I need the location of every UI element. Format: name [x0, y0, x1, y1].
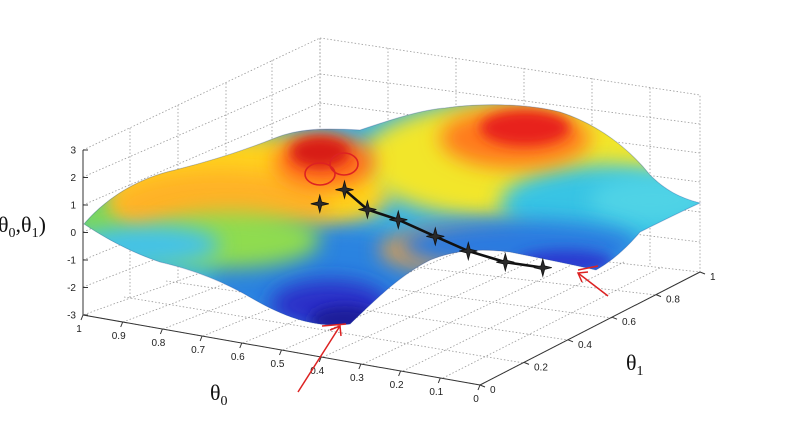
x-tick-label: 0.8 — [151, 338, 165, 349]
y-tick-label: 0 — [490, 385, 496, 396]
x-tick-mark — [398, 370, 402, 377]
z-tick-label: -2 — [67, 283, 76, 294]
y-tick-label: 1 — [710, 272, 716, 283]
x-tick-label: 0.5 — [271, 359, 285, 370]
y-tick-label: 0.4 — [578, 340, 592, 351]
z-tick-label: -1 — [67, 256, 76, 267]
descent-step-marker — [496, 252, 515, 273]
gradient-descent-path — [310, 179, 552, 278]
arrow-local-minimum-right — [576, 265, 609, 297]
y-axis-ticks: 0 0.2 0.4 0.6 0.8 1 — [479, 271, 716, 396]
y-tick-mark — [611, 316, 618, 320]
cost-surface — [83, 104, 702, 326]
y-tick-mark — [567, 339, 574, 343]
z-tick-label: 0 — [70, 228, 76, 239]
x-tick-mark — [358, 363, 362, 370]
x-tick-mark — [120, 321, 124, 328]
x-tick-label: 1 — [76, 324, 82, 335]
arrow-local-minimum-front — [297, 323, 347, 393]
x-tick-mark — [80, 314, 84, 321]
y-tick-mark — [479, 384, 486, 388]
x-tick-mark — [437, 377, 441, 384]
x-tick-label: 0.9 — [112, 331, 126, 342]
start-circle-left — [304, 162, 336, 186]
y-tick-mark — [699, 271, 706, 275]
x-axis-ticks: 0 0.1 0.2 0.3 0.4 0.5 0.6 0.7 0.8 0.9 1 — [76, 314, 481, 405]
y-tick-mark — [523, 361, 530, 365]
x-tick-mark — [318, 356, 322, 363]
x-tick-label: 0.4 — [310, 366, 324, 377]
x-tick-label: 0.7 — [191, 345, 205, 356]
descent-step-marker — [389, 209, 408, 230]
x-tick-mark — [239, 342, 243, 349]
annotation-circles — [304, 152, 359, 186]
x-tick-mark — [159, 328, 163, 335]
alternate-start-marker — [310, 193, 329, 214]
descent-step-marker — [335, 179, 354, 200]
x-axis-label: θ0 — [210, 380, 228, 409]
z-axis-ticks: -3 -2 -1 0 1 2 3 — [67, 146, 88, 322]
x-tick-label: 0.1 — [429, 387, 443, 398]
z-tick-label: 2 — [70, 173, 76, 184]
z-axis-label: θ0,θ1) — [0, 212, 46, 241]
y-tick-label: 0.6 — [622, 317, 636, 328]
x-tick-label: 0.3 — [350, 373, 364, 384]
x-tick-mark — [199, 335, 203, 342]
x-tick-label: 0.2 — [390, 380, 404, 391]
z-tick-label: -3 — [67, 311, 76, 322]
descent-step-marker — [426, 226, 445, 247]
descent-step-marker — [358, 199, 377, 220]
x-tick-mark — [279, 349, 282, 356]
descent-step-marker — [459, 240, 478, 262]
annotation-arrows — [297, 265, 609, 393]
z-tick-label: 3 — [70, 146, 76, 157]
start-circle-right — [329, 152, 359, 176]
y-tick-label: 0.2 — [534, 362, 548, 373]
y-tick-label: 0.8 — [666, 295, 680, 306]
y-axis-label: θ1 — [626, 350, 644, 379]
x-tick-mark — [477, 384, 481, 391]
z-tick-label: 1 — [70, 201, 76, 212]
y-tick-mark — [655, 294, 662, 298]
x-tick-label: 0 — [473, 394, 479, 405]
descent-step-marker — [533, 257, 552, 278]
x-tick-label: 0.6 — [231, 352, 245, 363]
